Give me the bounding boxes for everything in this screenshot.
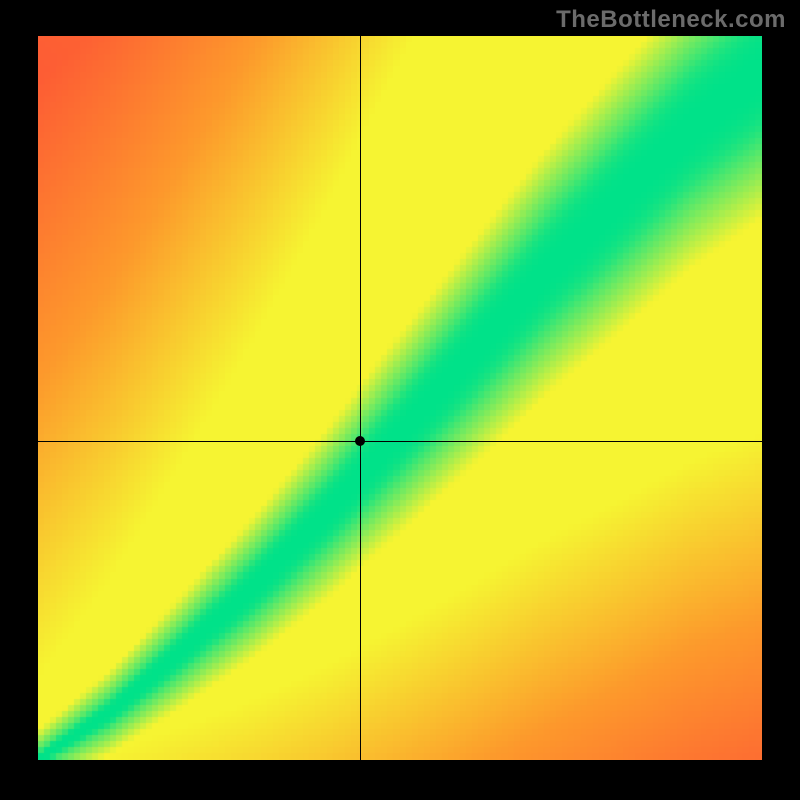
watermark-text: TheBottleneck.com bbox=[556, 6, 786, 34]
crosshair-vertical bbox=[360, 36, 361, 760]
bottleneck-heatmap bbox=[38, 36, 762, 760]
crosshair-marker bbox=[355, 436, 365, 446]
crosshair-horizontal bbox=[38, 441, 762, 442]
